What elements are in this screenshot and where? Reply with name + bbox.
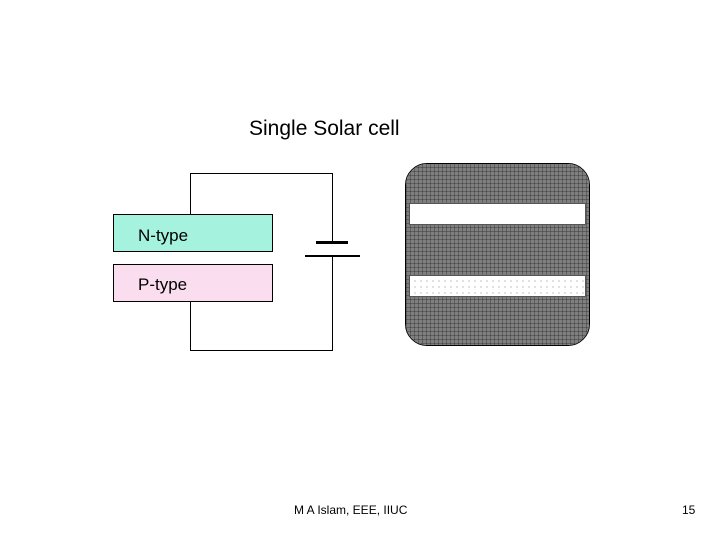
diagram-title: Single Solar cell bbox=[249, 117, 400, 141]
n-type-layer-box bbox=[113, 214, 273, 252]
crosshatch-fill bbox=[406, 164, 589, 345]
contact-band-1 bbox=[409, 203, 586, 225]
wire-right-lower bbox=[332, 257, 333, 350]
footer-credit: M A Islam, EEE, IIUC bbox=[294, 503, 407, 517]
battery-short-plate bbox=[316, 241, 348, 244]
wire-right-upper bbox=[332, 173, 333, 241]
wire-bottom bbox=[190, 350, 333, 351]
wire-left-lower bbox=[190, 302, 191, 351]
solar-cell-front-panel bbox=[405, 163, 590, 346]
p-type-label: P-type bbox=[138, 275, 187, 295]
p-type-layer-box bbox=[113, 264, 273, 302]
wire-top bbox=[190, 173, 333, 174]
wire-left-upper bbox=[190, 173, 191, 215]
contact-band-2 bbox=[409, 275, 586, 297]
n-type-label: N-type bbox=[138, 226, 188, 246]
page-number: 15 bbox=[682, 503, 695, 517]
